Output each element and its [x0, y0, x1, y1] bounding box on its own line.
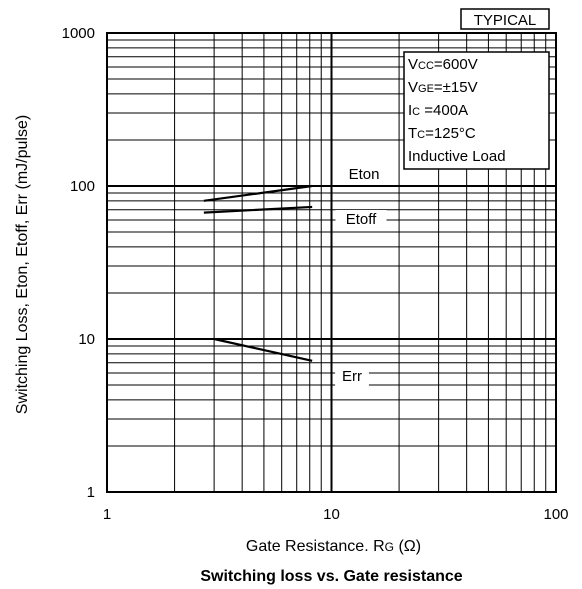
series-line-etoff — [203, 205, 313, 214]
series-line-eton — [203, 184, 313, 202]
x-tick-label: 10 — [323, 506, 340, 523]
y-tick-label: 10 — [78, 331, 95, 348]
series-labels: Eton Etoff Err — [335, 165, 387, 386]
typical-badge-text: TYPICAL — [474, 12, 537, 29]
condition-line: VCC=600V — [408, 56, 478, 73]
tick-labels: 1 10 100 1 10 100 1000 — [62, 25, 569, 523]
series-label-bg — [342, 165, 386, 183]
condition-line: VGE=±15V — [408, 79, 478, 96]
plot-frame — [106, 32, 557, 493]
series-line-err — [213, 337, 313, 362]
series-label-etoff: Etoff — [346, 211, 377, 228]
y-tick-label: 100 — [70, 178, 95, 195]
conditions-box-frame — [403, 51, 550, 170]
x-tick-label: 1 — [103, 506, 111, 523]
y-tick-label: 1000 — [62, 25, 95, 42]
condition-line: Inductive Load — [408, 148, 506, 165]
typical-badge: TYPICAL — [460, 8, 550, 30]
y-axis-label: Switching Loss, Eton, Etoff, Err (mJ/pul… — [14, 115, 31, 414]
x-tick-label: 100 — [543, 506, 568, 523]
series-label-eton: Eton — [349, 166, 380, 183]
chart-title: Switching loss vs. Gate resistance — [200, 568, 462, 585]
condition-line: IC =400A — [408, 102, 468, 119]
series-lines — [203, 184, 313, 362]
series-label-bg — [335, 367, 369, 386]
x-axis-label: Gate Resistance. RG (Ω) — [246, 538, 421, 555]
y-tick-label: 1 — [87, 484, 95, 501]
series-label-err: Err — [342, 368, 362, 385]
condition-line: TC=125°C — [408, 125, 476, 142]
series-label-bg — [335, 210, 387, 229]
y-axis-label-text: Switching Loss, Eton, Etoff, Err (mJ/pul… — [14, 115, 31, 414]
conditions-box: VCC=600V VGE=±15V IC =400A TC=125°C Inductiv… — [403, 51, 550, 170]
